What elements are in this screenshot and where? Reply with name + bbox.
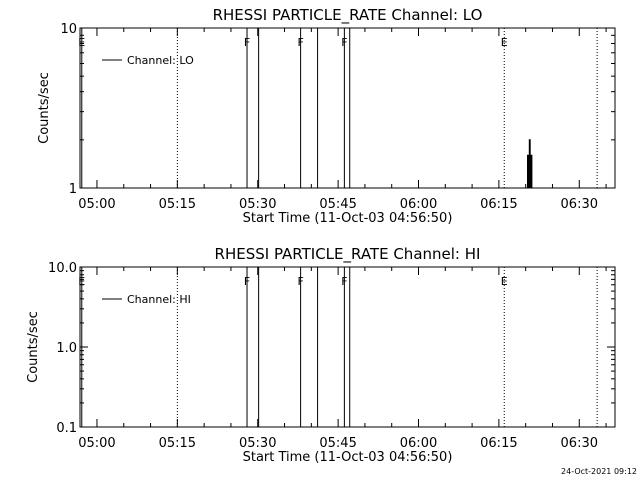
x-axis-label: Start Time (11-Oct-03 04:56:50) bbox=[243, 211, 453, 226]
y-tick-label: 1.0 bbox=[56, 341, 77, 356]
legend-entry: Channel: HI bbox=[127, 293, 191, 306]
hi-channel-panel: RHESSI PARTICLE_RATE Channel: HI E F F F E 0.1… bbox=[26, 245, 616, 465]
series-line bbox=[526, 139, 533, 189]
x-tick-label: 06:30 bbox=[561, 436, 598, 451]
x-tick-label: 06:00 bbox=[400, 436, 437, 451]
chart-title: RHESSI PARTICLE_RATE Channel: HI bbox=[215, 245, 481, 264]
x-tick-label: 05:00 bbox=[78, 197, 115, 212]
x-tick-label: 05:15 bbox=[159, 436, 196, 451]
x-tick-label: 05:30 bbox=[239, 436, 276, 451]
flag-label: F bbox=[297, 36, 303, 49]
y-tick-label: 1 bbox=[69, 182, 77, 197]
x-tick-label: 05:00 bbox=[78, 436, 115, 451]
x-axis-label: Start Time (11-Oct-03 04:56:50) bbox=[243, 450, 453, 465]
plot-frame bbox=[79, 27, 616, 189]
y-axis-label: Counts/sec bbox=[37, 72, 52, 144]
x-tick-label: 06:00 bbox=[400, 197, 437, 212]
y-tick-label: 10 bbox=[60, 22, 77, 37]
x-tick-label: 06:15 bbox=[480, 197, 517, 212]
x-tick-label: 05:45 bbox=[319, 197, 356, 212]
x-tick-label: 05:45 bbox=[319, 436, 356, 451]
flag-label: F bbox=[341, 36, 347, 49]
flag-label: E bbox=[78, 275, 85, 288]
chart-title: RHESSI PARTICLE_RATE Channel: LO bbox=[213, 6, 483, 25]
legend-entry: Channel: LO bbox=[127, 54, 194, 67]
flag-label: F bbox=[297, 275, 303, 288]
x-tick-label: 06:15 bbox=[480, 436, 517, 451]
y-axis-label: Counts/sec bbox=[26, 311, 41, 383]
flag-label: F bbox=[244, 275, 250, 288]
plot-frame bbox=[79, 266, 616, 428]
flag-label: E bbox=[501, 275, 508, 288]
flag-label: F bbox=[244, 36, 250, 49]
x-tick-label: 05:15 bbox=[159, 197, 196, 212]
y-tick-label: 0.1 bbox=[56, 421, 77, 436]
lo-channel-panel: RHESSI PARTICLE_RATE Channel: LO E F F F E 1 10… bbox=[37, 6, 616, 226]
y-tick-label: 10.0 bbox=[48, 261, 77, 276]
flag-label: E bbox=[501, 36, 508, 49]
x-tick-label: 06:30 bbox=[561, 197, 598, 212]
flag-label: F bbox=[341, 275, 347, 288]
flag-label: E bbox=[78, 36, 85, 49]
x-tick-label: 05:30 bbox=[239, 197, 276, 212]
footer-timestamp: 24-Oct-2021 09:12 bbox=[561, 467, 637, 476]
